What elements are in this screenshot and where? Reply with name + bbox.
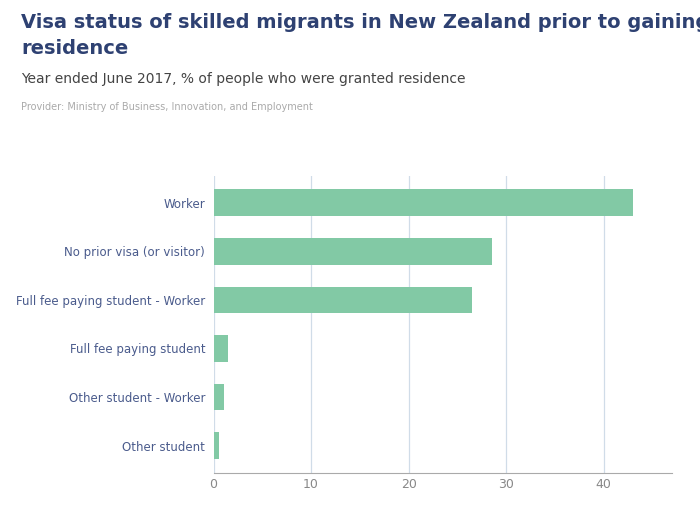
Bar [214,190,633,216]
Text: Year ended June 2017, % of people who were granted residence: Year ended June 2017, % of people who we… [21,72,466,87]
Bar [214,335,228,362]
Text: Visa status of skilled migrants in New Zealand prior to gaining: Visa status of skilled migrants in New Z… [21,13,700,32]
Text: Provider: Ministry of Business, Innovation, and Employment: Provider: Ministry of Business, Innovati… [21,102,313,112]
Bar [214,384,224,411]
Text: figure.nz: figure.nz [581,21,665,38]
Bar [214,287,472,313]
Text: residence: residence [21,39,128,58]
Bar [214,238,491,265]
Bar [214,432,219,459]
